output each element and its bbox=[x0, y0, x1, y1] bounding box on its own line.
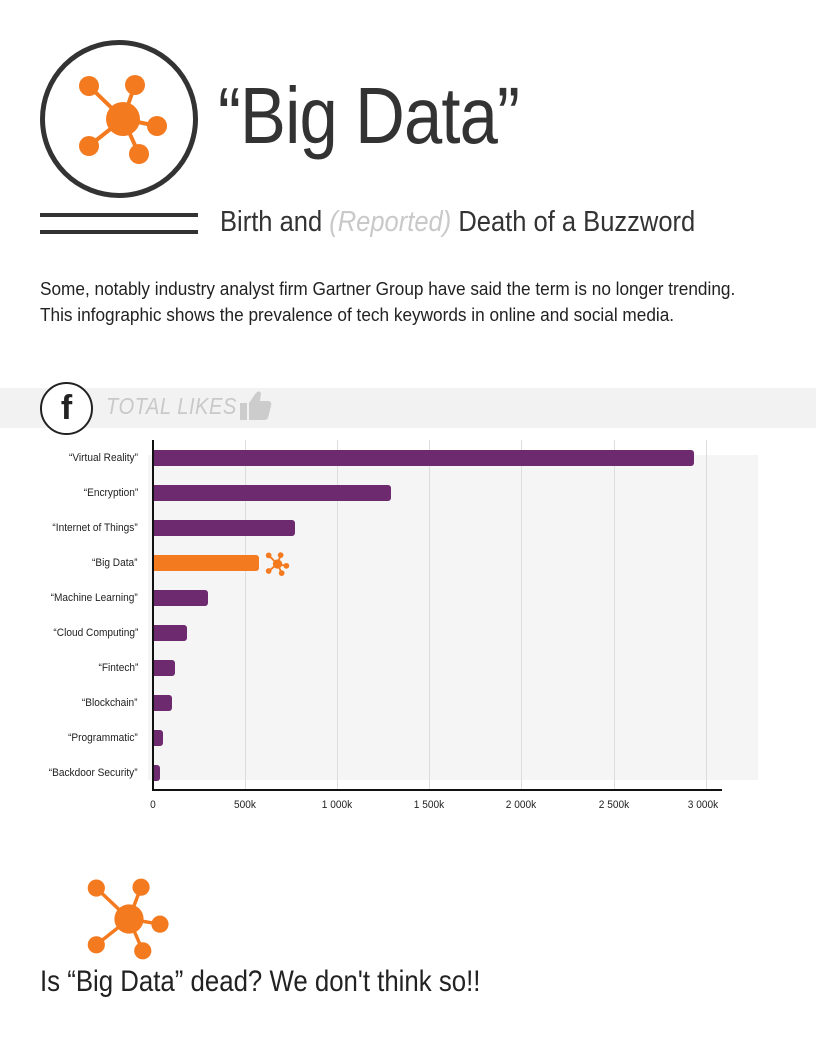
x-tick-label: 0 bbox=[150, 799, 156, 811]
y-axis bbox=[152, 440, 154, 790]
category-label: “Internet of Things” bbox=[52, 522, 138, 534]
bar bbox=[153, 765, 160, 781]
network-hub-icon bbox=[79, 75, 167, 164]
gridline-2500k bbox=[614, 440, 615, 790]
x-tick-label: 2 000k bbox=[505, 799, 537, 811]
bar bbox=[153, 695, 172, 711]
network-hub-icon bbox=[87, 878, 169, 960]
category-label: “Big Data” bbox=[92, 557, 138, 569]
bar bbox=[153, 660, 175, 676]
gridline-500k bbox=[245, 440, 246, 790]
bar bbox=[153, 590, 208, 606]
x-tick-label: 1 500k bbox=[413, 799, 445, 811]
x-tick-label: 3 000k bbox=[687, 799, 719, 811]
category-label: “Blockchain” bbox=[82, 697, 138, 709]
plot-background bbox=[148, 455, 758, 780]
thumbs-up-icon bbox=[240, 391, 272, 420]
category-label: “Cloud Computing” bbox=[53, 627, 138, 639]
category-label: “Encryption” bbox=[83, 487, 138, 499]
page-subtitle: Birth and (Reported) Death of a Buzzword bbox=[220, 204, 695, 240]
page-title: “Big Data” bbox=[218, 71, 520, 160]
intro-line-1: Some, notably industry analyst firm Gart… bbox=[40, 278, 736, 299]
intro-text: Some, notably industry analyst firm Gart… bbox=[40, 276, 747, 328]
closing-statement: Is “Big Data” dead? We don't think so!! bbox=[40, 965, 481, 998]
gridline-3000k bbox=[706, 440, 707, 790]
bar bbox=[153, 730, 163, 746]
subtitle-muted: (Reported) bbox=[329, 206, 452, 238]
network-hub-icon bbox=[265, 552, 289, 576]
subtitle-pre: Birth and bbox=[220, 206, 330, 238]
category-label: “Fintech” bbox=[98, 662, 138, 674]
logo-circle bbox=[40, 40, 198, 198]
facebook-icon: f bbox=[40, 382, 93, 435]
x-tick-label: 500k bbox=[234, 799, 256, 811]
x-axis bbox=[152, 789, 722, 791]
category-label: “Machine Learning” bbox=[50, 592, 138, 604]
bar bbox=[153, 485, 391, 501]
logo-underline-bottom bbox=[40, 230, 198, 234]
gridline-1000k bbox=[337, 440, 338, 790]
gridline-1500k bbox=[429, 440, 430, 790]
logo-underline-top bbox=[40, 213, 198, 217]
x-tick-label: 1 000k bbox=[321, 799, 353, 811]
facebook-letter: f bbox=[60, 389, 73, 427]
bar bbox=[153, 450, 695, 466]
bar-highlight bbox=[153, 555, 259, 571]
intro-line-2: This infographic shows the prevalence of… bbox=[40, 304, 675, 325]
likes-band bbox=[0, 388, 816, 428]
total-likes-label: TOTAL LIKES bbox=[106, 393, 237, 419]
category-label: “Virtual Reality” bbox=[69, 452, 138, 464]
bar bbox=[153, 625, 187, 641]
subtitle-post: Death of a Buzzword bbox=[451, 206, 696, 238]
bar bbox=[153, 520, 296, 536]
x-tick-label: 2 500k bbox=[598, 799, 630, 811]
category-label: “Backdoor Security” bbox=[49, 767, 138, 779]
likes-bar-chart: “Virtual Reality” “Encryption” “Internet… bbox=[0, 430, 816, 830]
category-label: “Programmatic” bbox=[68, 732, 138, 744]
gridline-2000k bbox=[521, 440, 522, 790]
